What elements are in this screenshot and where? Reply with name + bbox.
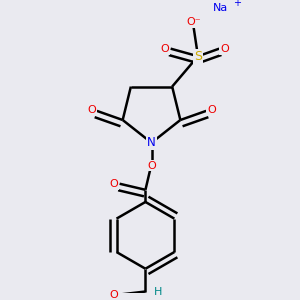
Text: Na: Na [213, 3, 228, 13]
Text: S: S [194, 50, 202, 63]
Text: O: O [207, 105, 216, 115]
Text: O: O [220, 44, 229, 54]
Text: O: O [161, 44, 170, 54]
Text: N: N [147, 136, 156, 149]
Text: O: O [147, 160, 156, 170]
Text: O: O [110, 290, 118, 299]
Text: O: O [110, 179, 118, 189]
Text: O: O [87, 105, 96, 115]
Text: O⁻: O⁻ [186, 17, 201, 27]
Text: +: + [233, 0, 241, 8]
Text: H: H [153, 286, 162, 296]
